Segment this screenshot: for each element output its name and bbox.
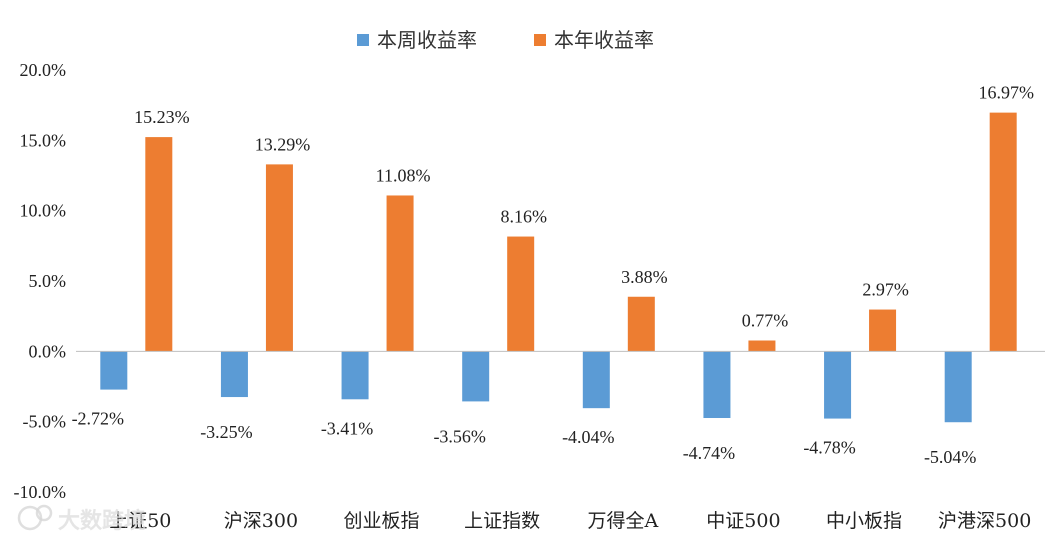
data-label-annual: 2.97% bbox=[862, 280, 909, 300]
y-tick-label: 20.0% bbox=[20, 60, 67, 80]
x-tick-label: 中小板指 bbox=[826, 510, 902, 532]
y-tick-label: -10.0% bbox=[14, 482, 67, 502]
bar-weekly bbox=[824, 351, 852, 419]
y-tick-label: 10.0% bbox=[20, 201, 67, 221]
y-tick-label: 0.0% bbox=[29, 341, 67, 361]
bar-weekly bbox=[341, 351, 369, 400]
x-tick-label: 上证指数 bbox=[464, 510, 540, 532]
watermark-text: 大数跨境 bbox=[58, 508, 146, 534]
data-label-annual: 13.29% bbox=[255, 134, 311, 154]
data-label-weekly: -4.74% bbox=[683, 443, 736, 463]
data-label-weekly: -3.41% bbox=[321, 418, 374, 438]
bar-weekly bbox=[462, 351, 490, 402]
data-label-weekly: -4.78% bbox=[803, 438, 856, 458]
data-label-annual: 11.08% bbox=[376, 165, 431, 185]
x-tick-label: 上证50 bbox=[109, 510, 171, 532]
data-label-weekly: -3.25% bbox=[200, 422, 253, 442]
x-tick-label: 中证500 bbox=[706, 510, 780, 532]
x-tick-label: 万得全A bbox=[587, 510, 658, 532]
bar-weekly bbox=[220, 351, 248, 398]
bars bbox=[100, 112, 1017, 423]
data-label-annual: 0.77% bbox=[742, 311, 789, 331]
bar-annual bbox=[869, 309, 897, 352]
data-label-annual: 3.88% bbox=[621, 267, 668, 287]
bar-weekly bbox=[944, 351, 972, 423]
data-label-annual: 15.23% bbox=[134, 107, 190, 127]
bar-annual bbox=[386, 195, 414, 352]
bar-annual bbox=[507, 236, 535, 352]
x-axis: 上证50 沪深300 创业板指 上证指数 万得全A 中证500 中小板指 沪港深500 bbox=[109, 510, 1031, 532]
bar-annual bbox=[265, 164, 293, 352]
legend-label: 本周收益率 bbox=[377, 28, 477, 52]
watermark: 大数跨境 bbox=[17, 504, 146, 534]
legend-swatch bbox=[534, 34, 546, 46]
y-tick-label: 15.0% bbox=[20, 130, 67, 150]
bar-weekly bbox=[582, 351, 610, 409]
x-tick-label: 创业板指 bbox=[344, 510, 420, 532]
y-tick-label: 5.0% bbox=[29, 271, 67, 291]
legend: 本周收益率 本年收益率 bbox=[357, 28, 654, 52]
bar-weekly bbox=[100, 351, 128, 390]
data-label-annual: 8.16% bbox=[500, 207, 547, 227]
data-label-weekly: -2.72% bbox=[72, 409, 125, 429]
data-label-weekly: -4.04% bbox=[562, 427, 615, 447]
y-tick-label: -5.0% bbox=[23, 412, 67, 432]
y-axis: 20.0% 15.0% 10.0% 5.0% 0.0% -5.0% -10.0% bbox=[14, 60, 67, 502]
legend-swatch bbox=[357, 34, 369, 46]
bar-weekly bbox=[703, 351, 731, 419]
x-tick-label: 沪深300 bbox=[224, 510, 298, 532]
data-label-weekly: -3.56% bbox=[433, 426, 486, 446]
data-label-weekly: -5.04% bbox=[924, 447, 977, 467]
legend-label: 本年收益率 bbox=[554, 28, 654, 52]
data-labels: -2.72% 15.23% -3.25% 13.29% -3.41% 11.08% -3.5… bbox=[72, 83, 1034, 468]
bar-annual bbox=[627, 296, 655, 352]
logo-icon bbox=[17, 504, 53, 531]
bar-annual bbox=[145, 137, 173, 352]
bar-annual bbox=[748, 340, 776, 352]
x-tick-label: 沪港深500 bbox=[938, 510, 1031, 532]
data-label-annual: 16.97% bbox=[978, 83, 1034, 103]
bar-annual bbox=[989, 112, 1017, 352]
